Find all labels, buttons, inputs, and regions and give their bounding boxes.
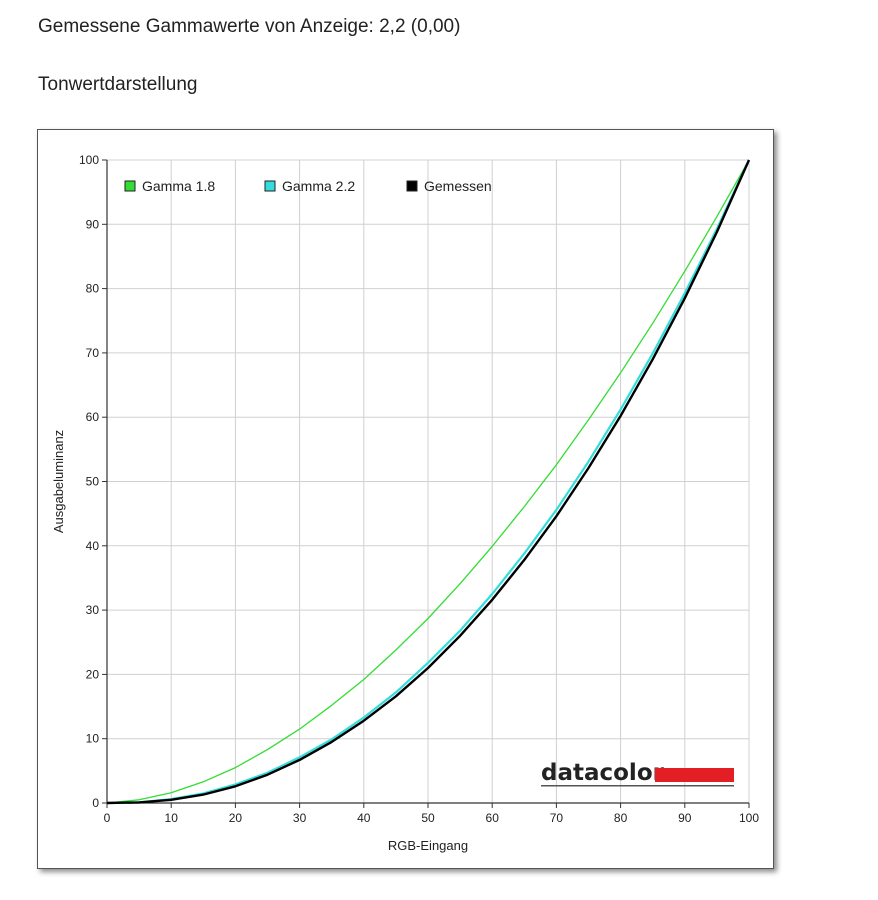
y-axis-title: Ausgabeluminanz [51,430,66,533]
x-tick-label: 10 [165,811,179,825]
y-tick-label: 30 [86,603,100,617]
x-tick-label: 80 [614,811,628,825]
y-tick-label: 80 [86,282,100,296]
legend-label: Gamma 2.2 [282,178,355,194]
legend-swatch [264,180,276,192]
logo-text: datacolor [541,760,665,786]
x-axis-title: RGB-Eingang [388,838,468,853]
y-tick-label: 70 [86,346,100,360]
x-tick-label: 100 [739,811,759,825]
x-tick-label: 30 [293,811,307,825]
datacolor-logo: datacolor [541,760,734,787]
x-tick-label: 70 [550,811,564,825]
logo-red-bar [655,768,734,782]
legend-swatch [124,180,136,192]
x-tick-label: 40 [357,811,371,825]
chart-legend: Gamma 1.8 Gamma 2.2 Gemessen [124,178,492,194]
x-tick-label: 90 [678,811,692,825]
y-tick-label: 0 [92,796,99,810]
y-tick-label: 10 [86,732,100,746]
chart-ticks: 0 10 20 30 40 50 60 70 80 90 100 0 10 20 30 40 50 60 70 80 9… [79,153,759,825]
x-tick-label: 50 [421,811,435,825]
chart-frame: 0 10 20 30 40 50 60 70 80 90 100 0 10 20 30 40 50 60 70 80 9… [37,129,774,869]
y-tick-label: 40 [86,539,100,553]
y-tick-label: 100 [79,153,99,167]
legend-label: Gemessen [424,178,492,194]
y-tick-label: 90 [86,217,100,231]
x-tick-label: 60 [486,811,500,825]
legend-swatch [406,180,418,192]
x-tick-label: 0 [104,811,111,825]
tone-response-chart: 0 10 20 30 40 50 60 70 80 90 100 0 10 20 30 40 50 60 70 80 9… [51,153,759,853]
chart-grid [107,159,750,803]
legend-label: Gamma 1.8 [142,178,215,194]
series-line-gemessen [106,159,751,805]
series-line-gamma-2-2 [106,159,750,805]
series-line-gamma-1-8 [106,159,750,804]
y-tick-label: 60 [86,410,100,424]
section-title: Tonwertdarstellung [38,74,198,95]
y-tick-label: 50 [86,475,100,489]
logo-underline [541,785,734,787]
chart-series [106,159,751,805]
measured-gamma-text: Gemessene Gammawerte von Anzeige: 2,2 (0… [38,16,461,37]
y-tick-label: 20 [86,667,100,681]
x-tick-label: 20 [229,811,243,825]
